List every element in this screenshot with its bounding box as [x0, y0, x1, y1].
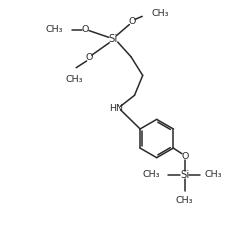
Text: HN: HN [109, 104, 123, 113]
Text: CH₃: CH₃ [205, 170, 222, 179]
Text: O: O [181, 152, 188, 161]
Text: CH₃: CH₃ [142, 170, 160, 179]
Text: O: O [82, 25, 89, 34]
Text: Si: Si [180, 170, 189, 180]
Text: CH₃: CH₃ [65, 75, 82, 84]
Text: CH₃: CH₃ [176, 196, 194, 205]
Text: Si: Si [109, 34, 118, 44]
Text: CH₃: CH₃ [45, 25, 63, 34]
Text: O: O [85, 53, 93, 63]
Text: O: O [128, 17, 136, 26]
Text: CH₃: CH₃ [152, 9, 169, 18]
